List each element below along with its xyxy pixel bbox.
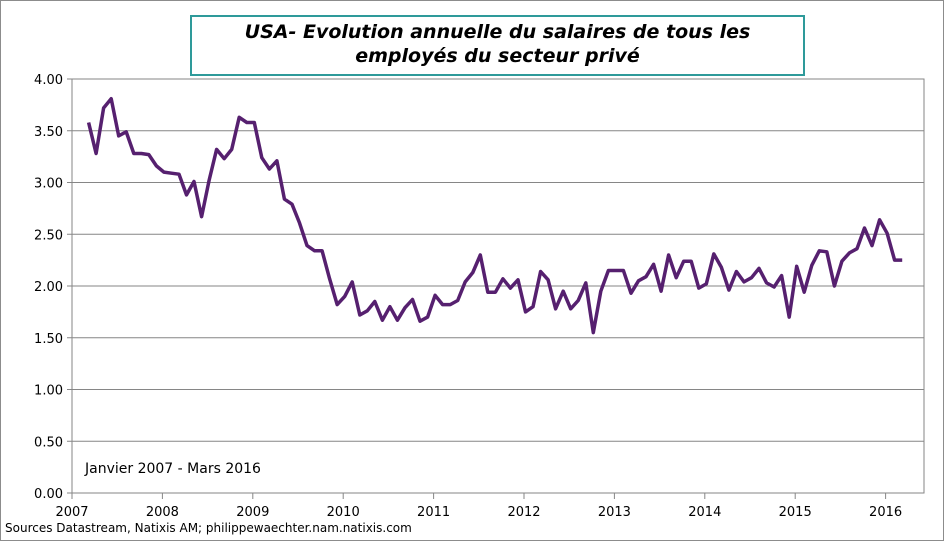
x-tick-label: 2007 (55, 505, 88, 520)
source-note: Sources Datastream, Natixis AM; philippe… (5, 521, 412, 535)
y-tick-label: 0.00 (34, 487, 63, 502)
y-tick-label: 2.50 (34, 228, 63, 243)
title-line-2: employés du secteur privé (355, 45, 640, 67)
x-tick-label: 2016 (869, 505, 902, 520)
x-tick-label: 2014 (688, 505, 721, 520)
y-tick-label: 1.00 (34, 384, 63, 399)
x-tick-label: 2010 (327, 505, 360, 520)
y-tick-label: 0.50 (34, 435, 63, 450)
x-tick-label: 2008 (146, 505, 179, 520)
y-tick-label: 2.00 (34, 280, 63, 295)
series-line (86, 96, 903, 335)
y-tick-label: 1.50 (34, 332, 63, 347)
title-line-1: USA- Evolution annuelle du salaires de t… (244, 21, 751, 43)
x-tick-label: 2009 (236, 505, 269, 520)
y-tick-label: 3.00 (34, 177, 63, 192)
y-tick-label: 3.50 (34, 125, 63, 140)
x-tick-label: 2015 (779, 505, 812, 520)
chart-title: USA- Evolution annuelle du salaires de t… (190, 15, 805, 76)
x-tick-label: 2012 (507, 505, 540, 520)
plot-area (71, 78, 925, 494)
x-tick-label: 2013 (598, 505, 631, 520)
x-tick-label: 2011 (417, 505, 450, 520)
period-annotation: Janvier 2007 - Mars 2016 (84, 461, 261, 477)
y-tick-label: 4.00 (34, 73, 63, 88)
